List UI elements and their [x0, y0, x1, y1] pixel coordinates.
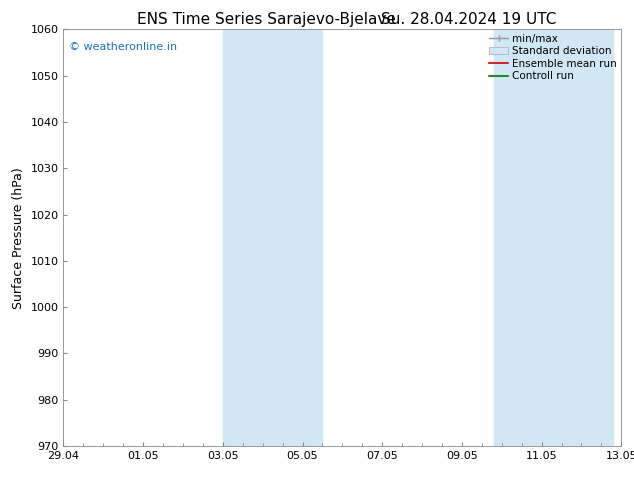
Text: Su. 28.04.2024 19 UTC: Su. 28.04.2024 19 UTC	[382, 12, 557, 27]
Bar	[262, 29, 323, 446]
Bar	[541, 29, 613, 446]
Bar	[223, 29, 262, 446]
Bar	[494, 29, 541, 446]
Text: © weatheronline.in: © weatheronline.in	[69, 42, 177, 52]
Legend: min/max, Standard deviation, Ensemble mean run, Controll run: min/max, Standard deviation, Ensemble me…	[486, 30, 620, 84]
Y-axis label: Surface Pressure (hPa): Surface Pressure (hPa)	[12, 167, 25, 309]
Text: ENS Time Series Sarajevo-Bjelave: ENS Time Series Sarajevo-Bjelave	[137, 12, 396, 27]
